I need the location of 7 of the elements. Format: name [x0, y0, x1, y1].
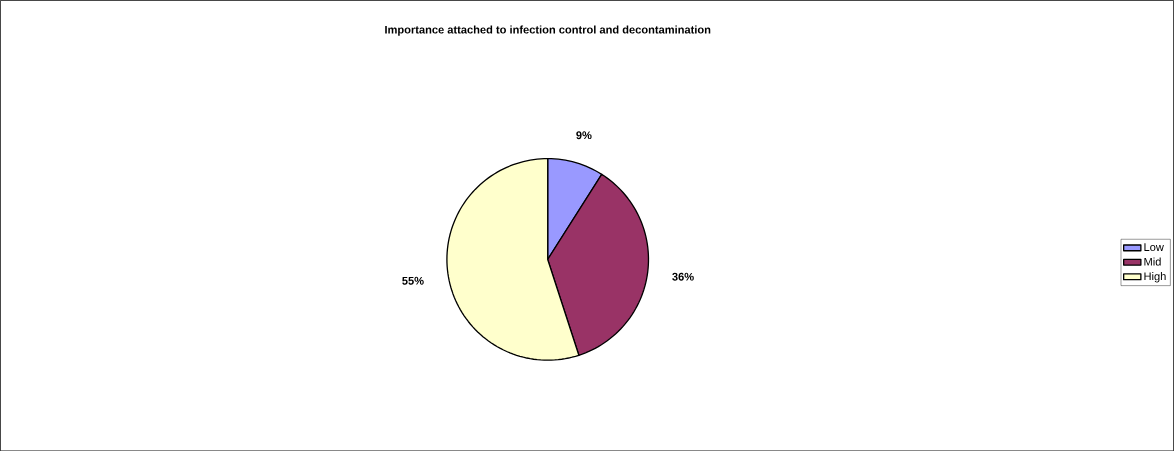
legend-label: Low — [1144, 243, 1164, 251]
legend-label: Mid — [1144, 257, 1161, 266]
chart-title: Importance attached to infection control and decontamination — [385, 25, 711, 36]
data-label: 55% — [402, 276, 424, 285]
legend-label: High — [1144, 271, 1166, 283]
data-label: 9% — [576, 131, 592, 139]
data-label: 36% — [672, 272, 694, 281]
